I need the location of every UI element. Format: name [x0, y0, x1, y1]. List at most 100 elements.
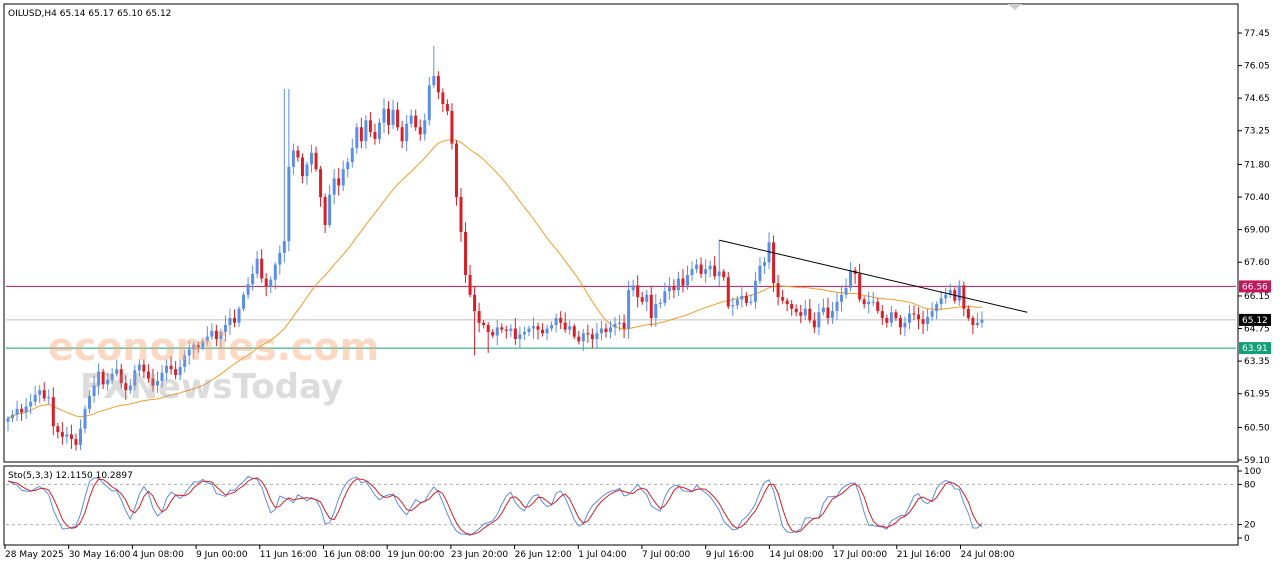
candle: [174, 361, 178, 380]
candle-body: [889, 312, 893, 323]
candle: [898, 314, 902, 335]
candle: [550, 321, 554, 332]
candle: [926, 308, 930, 332]
candle-body: [613, 323, 617, 328]
candle: [373, 123, 377, 145]
price-axis: 77.45 76.05 74.65 73.25 71.80 70.40 69.00 67.60…: [1238, 29, 1271, 466]
watermark-fxnewstoday: FXNewsToday: [80, 367, 343, 407]
candle-body: [713, 265, 717, 277]
candle: [24, 398, 28, 420]
candle: [885, 314, 889, 328]
candle: [536, 322, 540, 340]
candle-body: [618, 322, 622, 324]
candle: [124, 375, 128, 401]
candle-body: [917, 314, 921, 320]
candle: [246, 276, 250, 299]
candle: [78, 419, 82, 450]
candle: [849, 262, 853, 292]
stochastic-signal-line: [7, 477, 983, 536]
candle-body: [459, 197, 463, 232]
time-tick-label: 14 Jul 08:00: [769, 550, 823, 560]
candle-body: [672, 286, 676, 291]
candle-body: [210, 330, 214, 337]
time-tick-label: 19 Jun 00:00: [387, 550, 444, 560]
candle-body: [205, 336, 209, 342]
candle-body: [894, 312, 898, 319]
candle: [681, 269, 685, 293]
candle: [907, 305, 911, 330]
time-tick-label: 28 May 2025: [5, 550, 64, 560]
candle: [56, 422, 60, 439]
candle: [323, 193, 327, 233]
candle: [88, 390, 92, 414]
candle-body: [165, 365, 169, 373]
price-panel[interactable]: OILUSD,H4 65.14 65.17 65.10 65.12 econom…: [3, 3, 1239, 463]
candle-body: [174, 369, 178, 376]
candle-body: [151, 378, 155, 386]
candle: [939, 290, 943, 310]
candle-body: [554, 318, 558, 326]
candle: [473, 286, 477, 356]
candle-body: [187, 349, 191, 356]
candle-body: [926, 316, 930, 324]
candle-body: [228, 318, 232, 326]
candle-body: [24, 406, 28, 413]
candle: [572, 323, 576, 340]
candle-body: [835, 301, 839, 312]
candle-body: [192, 344, 196, 350]
candle-body: [695, 264, 699, 270]
candle: [414, 109, 418, 131]
candle: [776, 275, 780, 306]
candle-body: [531, 326, 535, 329]
candle-body: [128, 385, 132, 391]
candle-body: [717, 271, 721, 277]
candle-body: [803, 308, 807, 316]
candle: [554, 313, 558, 333]
candle-body: [92, 385, 96, 397]
candle-body: [305, 164, 309, 177]
candle: [160, 365, 164, 388]
candle-body: [414, 115, 418, 128]
candle: [948, 283, 952, 299]
candle: [101, 368, 105, 389]
stochastic-panel[interactable]: Sto(5,3,3) 12.1150 10.2897: [3, 465, 1239, 546]
candle: [767, 232, 771, 269]
candle-body: [441, 92, 445, 104]
candle-body: [808, 308, 812, 321]
candle-body: [214, 330, 218, 339]
candle: [944, 288, 948, 304]
candle-body: [341, 169, 345, 186]
candle: [971, 315, 975, 335]
candle-body: [242, 294, 246, 309]
candle: [137, 359, 141, 377]
resistance-trendline: [719, 239, 1028, 313]
candle-body: [88, 396, 92, 409]
candle: [586, 324, 590, 343]
candle: [155, 371, 159, 394]
candle: [255, 250, 259, 279]
price-tick-label: 61.95: [1244, 390, 1270, 400]
candle: [359, 117, 363, 149]
candle-body: [581, 333, 585, 342]
candle: [355, 123, 359, 154]
candle: [60, 422, 64, 445]
candle: [273, 262, 277, 290]
candle: [708, 260, 712, 278]
candle-body: [604, 328, 608, 333]
price-tick-label: 77.45: [1244, 29, 1270, 39]
candle: [282, 88, 286, 263]
candle-body: [97, 371, 101, 386]
candle-body: [781, 297, 785, 301]
candle: [640, 291, 644, 305]
candle: [763, 257, 767, 274]
candle: [527, 325, 531, 337]
candle: [722, 269, 726, 281]
price-tick-label: 63.35: [1244, 357, 1270, 367]
candle-body: [608, 327, 612, 333]
level-tag: [1239, 280, 1271, 293]
candle: [740, 285, 744, 308]
candle: [581, 328, 585, 352]
candle: [459, 188, 463, 242]
price-tick-label: 76.05: [1244, 62, 1270, 72]
